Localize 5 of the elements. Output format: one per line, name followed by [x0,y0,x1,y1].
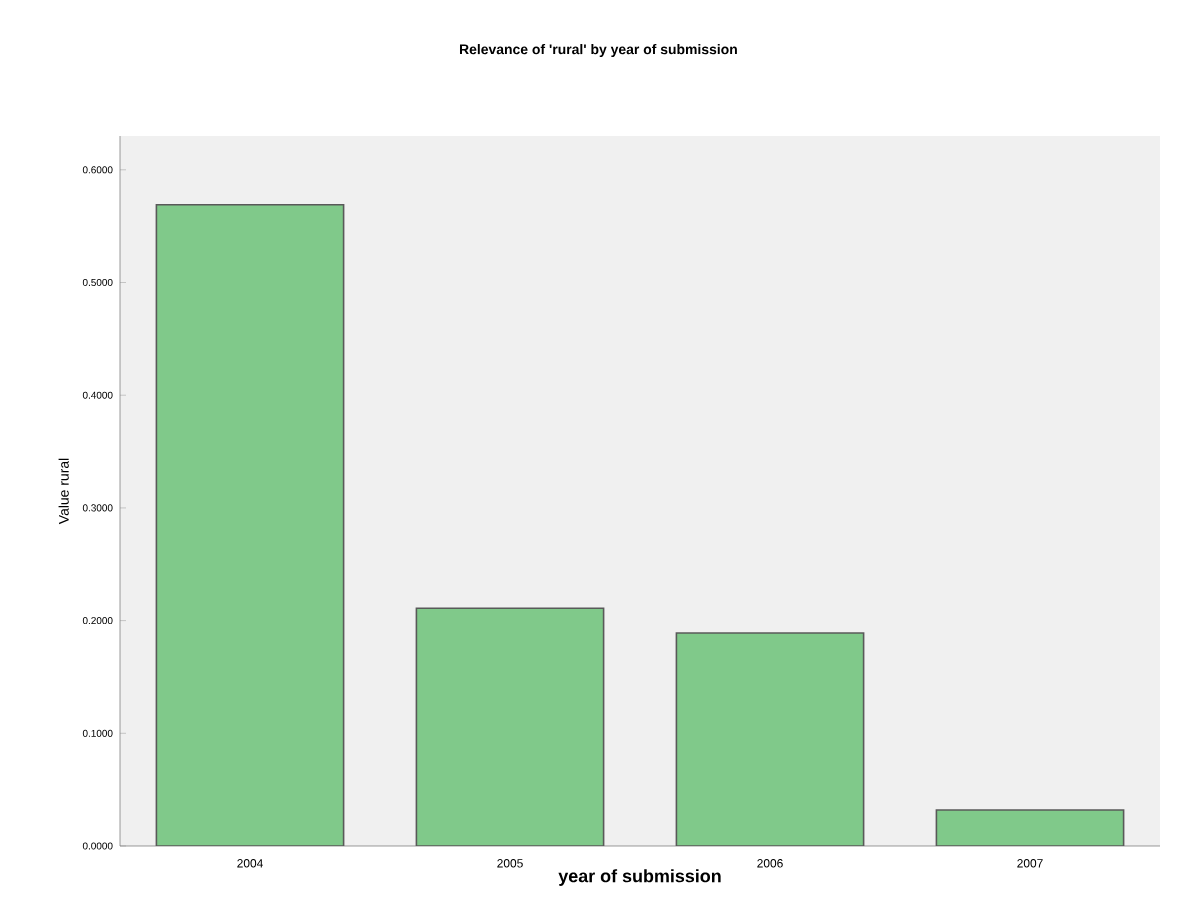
x-axis-title: year of submission [558,869,721,886]
bar [155,203,345,846]
bar [415,607,605,846]
bar [675,632,865,846]
bar [935,809,1125,846]
